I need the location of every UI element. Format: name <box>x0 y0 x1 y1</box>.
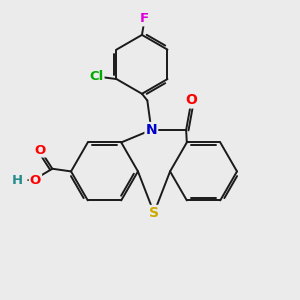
Text: H: H <box>12 174 23 187</box>
Text: O: O <box>186 94 197 107</box>
Text: O: O <box>30 174 41 187</box>
Text: O: O <box>34 143 46 157</box>
Text: Cl: Cl <box>89 70 103 83</box>
Text: ·: · <box>25 174 30 188</box>
Text: N: N <box>146 123 157 137</box>
Text: F: F <box>140 12 149 25</box>
Text: S: S <box>149 206 159 220</box>
